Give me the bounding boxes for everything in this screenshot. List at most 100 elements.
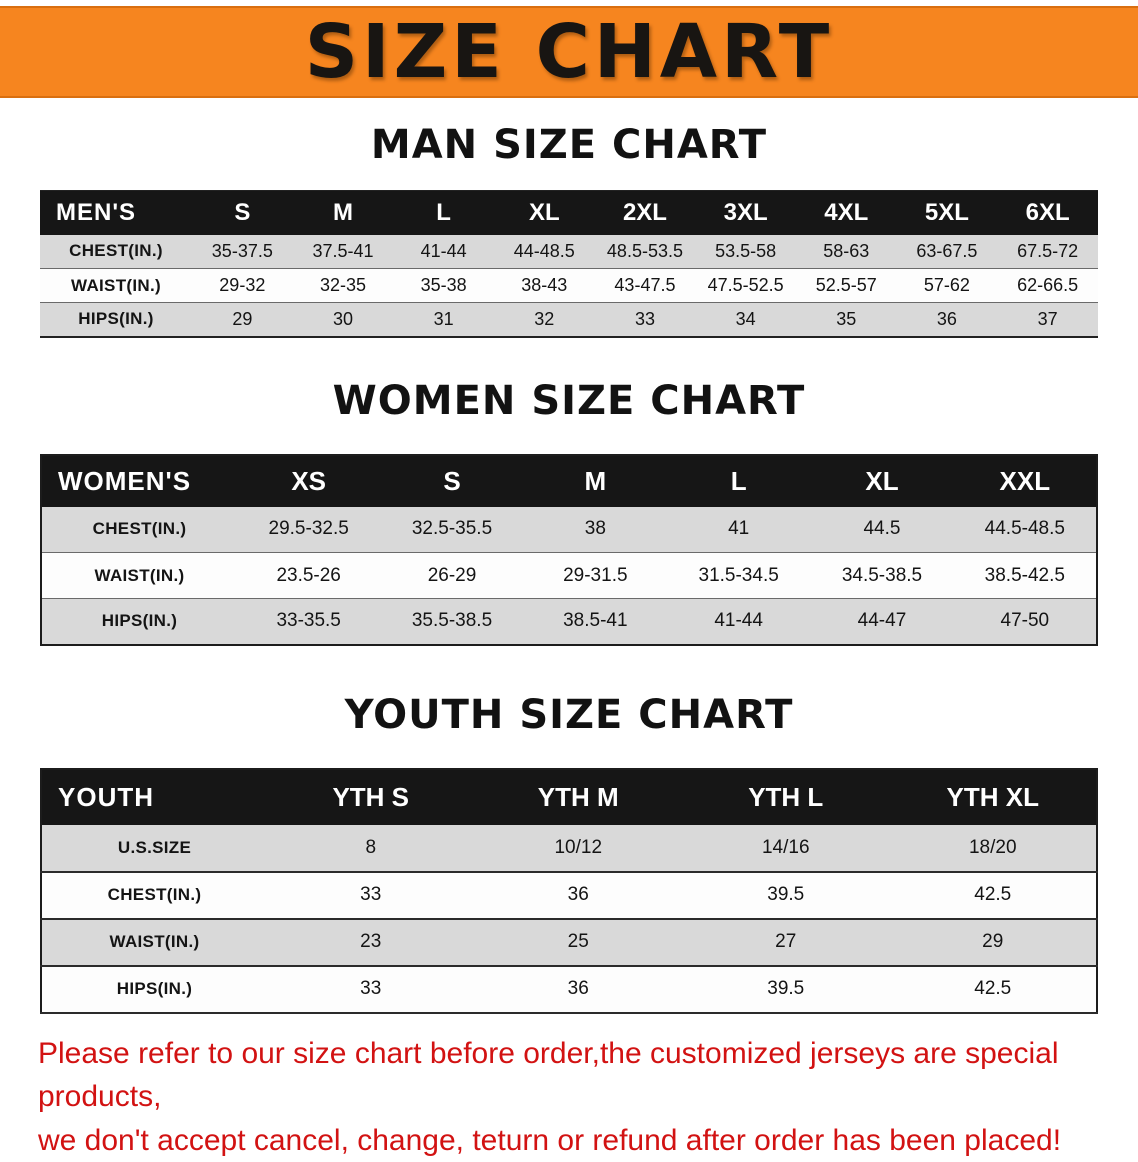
- value-cell: 38.5-41: [524, 599, 667, 645]
- size-column-header: S: [380, 455, 523, 507]
- value-cell: 32.5-35.5: [380, 507, 523, 553]
- value-cell: 23: [267, 919, 475, 966]
- value-cell: 27: [682, 919, 890, 966]
- size-column-header: 4XL: [796, 191, 897, 235]
- value-cell: 52.5-57: [796, 269, 897, 303]
- value-cell: 39.5: [682, 966, 890, 1013]
- value-cell: 33: [595, 303, 696, 337]
- value-cell: 47-50: [954, 599, 1097, 645]
- value-cell: 36: [475, 872, 683, 919]
- size-column-header: L: [393, 191, 494, 235]
- size-column-header: M: [524, 455, 667, 507]
- value-cell: 36: [897, 303, 998, 337]
- value-cell: 44.5: [810, 507, 953, 553]
- row-label-cell: WAIST(IN.): [40, 269, 192, 303]
- size-column-header: 5XL: [897, 191, 998, 235]
- value-cell: 25: [475, 919, 683, 966]
- disclaimer-line-1: Please refer to our size chart before or…: [38, 1037, 1059, 1114]
- size-column-header: S: [192, 191, 293, 235]
- value-cell: 32: [494, 303, 595, 337]
- value-cell: 53.5-58: [695, 235, 796, 269]
- value-cell: 58-63: [796, 235, 897, 269]
- value-cell: 31.5-34.5: [667, 553, 810, 599]
- value-cell: 8: [267, 825, 475, 872]
- value-cell: 32-35: [293, 269, 394, 303]
- value-cell: 43-47.5: [595, 269, 696, 303]
- value-cell: 44-48.5: [494, 235, 595, 269]
- row-label-cell: WAIST(IN.): [41, 919, 267, 966]
- value-cell: 33: [267, 966, 475, 1013]
- size-column-header: YTH M: [475, 769, 683, 825]
- size-column-header: YTH S: [267, 769, 475, 825]
- value-cell: 18/20: [890, 825, 1098, 872]
- value-cell: 30: [293, 303, 394, 337]
- value-cell: 26-29: [380, 553, 523, 599]
- value-cell: 41: [667, 507, 810, 553]
- size-column-header: 3XL: [695, 191, 796, 235]
- value-cell: 41-44: [667, 599, 810, 645]
- value-cell: 29-32: [192, 269, 293, 303]
- youth-section-heading: YOUTH SIZE CHART: [0, 692, 1138, 738]
- value-cell: 62-66.5: [997, 269, 1098, 303]
- row-label-cell: U.S.SIZE: [41, 825, 267, 872]
- value-cell: 42.5: [890, 966, 1098, 1013]
- men-section-heading: MAN SIZE CHART: [0, 122, 1138, 168]
- size-column-header: YTH L: [682, 769, 890, 825]
- women-section-heading: WOMEN SIZE CHART: [0, 378, 1138, 424]
- size-column-header: XL: [810, 455, 953, 507]
- value-cell: 10/12: [475, 825, 683, 872]
- size-chart-banner: SIZE CHART: [0, 6, 1138, 98]
- value-cell: 14/16: [682, 825, 890, 872]
- row-label-cell: HIPS(IN.): [40, 303, 192, 337]
- value-cell: 29.5-32.5: [237, 507, 380, 553]
- value-cell: 44-47: [810, 599, 953, 645]
- value-cell: 23.5-26: [237, 553, 380, 599]
- value-cell: 35-38: [393, 269, 494, 303]
- table-title-cell: MEN'S: [40, 191, 192, 235]
- value-cell: 42.5: [890, 872, 1098, 919]
- row-label-cell: CHEST(IN.): [41, 507, 237, 553]
- value-cell: 38.5-42.5: [954, 553, 1097, 599]
- value-cell: 34.5-38.5: [810, 553, 953, 599]
- value-cell: 37: [997, 303, 1098, 337]
- row-label-cell: HIPS(IN.): [41, 599, 237, 645]
- value-cell: 29: [192, 303, 293, 337]
- value-cell: 57-62: [897, 269, 998, 303]
- row-label-cell: HIPS(IN.): [41, 966, 267, 1013]
- size-column-header: 2XL: [595, 191, 696, 235]
- size-column-header: XXL: [954, 455, 1097, 507]
- value-cell: 33: [267, 872, 475, 919]
- value-cell: 38: [524, 507, 667, 553]
- row-label-cell: WAIST(IN.): [41, 553, 237, 599]
- size-column-header: L: [667, 455, 810, 507]
- value-cell: 39.5: [682, 872, 890, 919]
- value-cell: 29-31.5: [524, 553, 667, 599]
- row-label-cell: CHEST(IN.): [40, 235, 192, 269]
- disclaimer-line-2: we don't accept cancel, change, teturn o…: [38, 1124, 1061, 1157]
- value-cell: 35: [796, 303, 897, 337]
- value-cell: 31: [393, 303, 494, 337]
- row-label-cell: CHEST(IN.): [41, 872, 267, 919]
- value-cell: 34: [695, 303, 796, 337]
- value-cell: 36: [475, 966, 683, 1013]
- value-cell: 67.5-72: [997, 235, 1098, 269]
- banner-title: SIZE CHART: [305, 9, 833, 95]
- size-column-header: M: [293, 191, 394, 235]
- disclaimer-text: Please refer to our size chart before or…: [38, 1032, 1100, 1162]
- size-column-header: XS: [237, 455, 380, 507]
